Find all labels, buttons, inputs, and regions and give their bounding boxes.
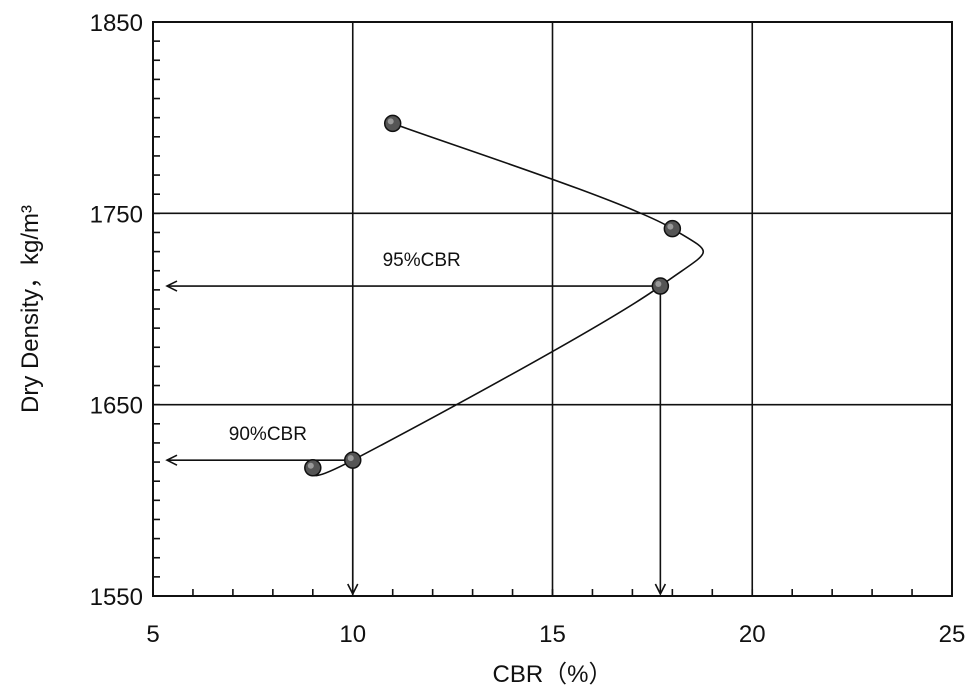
x-tick-label: 25 [939, 621, 966, 648]
data-point [651, 277, 670, 295]
data-point [663, 219, 682, 238]
data-point-highlight [387, 118, 394, 125]
annotations: 95%CBR 90%CBR [229, 250, 461, 445]
reference-arrows [165, 280, 667, 596]
data-point [344, 451, 362, 469]
x-tick-label: 15 [539, 621, 566, 648]
grid-lines [153, 22, 952, 596]
y-tick-label: 1650 [90, 393, 143, 420]
y-tick-label: 1750 [90, 201, 143, 228]
x-tick-label: 20 [739, 621, 766, 648]
annotation-label: 90%CBR [229, 424, 307, 445]
data-point-highlight [667, 223, 674, 230]
y-tick-label: 1550 [90, 584, 143, 611]
x-tick-label: 10 [339, 621, 366, 648]
data-point-highlight [347, 455, 354, 462]
y-axis-title: Dry Density，kg/m³ [17, 205, 44, 413]
density-curve [312, 122, 704, 477]
left-arrow-head [165, 454, 178, 466]
x-tick-labels: 5 10 15 20 25 [146, 621, 965, 648]
minor-ticks [152, 21, 953, 597]
data-point [383, 114, 402, 133]
left-arrow-head [165, 280, 178, 292]
y-tick-labels: 1550 1650 1750 1850 [90, 10, 143, 611]
annotation-label: 95%CBR [383, 250, 461, 271]
data-point [304, 459, 322, 477]
data-points [304, 114, 682, 477]
data-point-highlight [307, 462, 314, 469]
y-tick-label: 1850 [90, 10, 143, 37]
down-arrow-head [654, 583, 667, 596]
down-arrow-head [347, 583, 359, 596]
x-axis-title: CBR（%） [492, 661, 612, 688]
x-tick-label: 5 [146, 621, 159, 648]
data-point-highlight [655, 281, 662, 288]
